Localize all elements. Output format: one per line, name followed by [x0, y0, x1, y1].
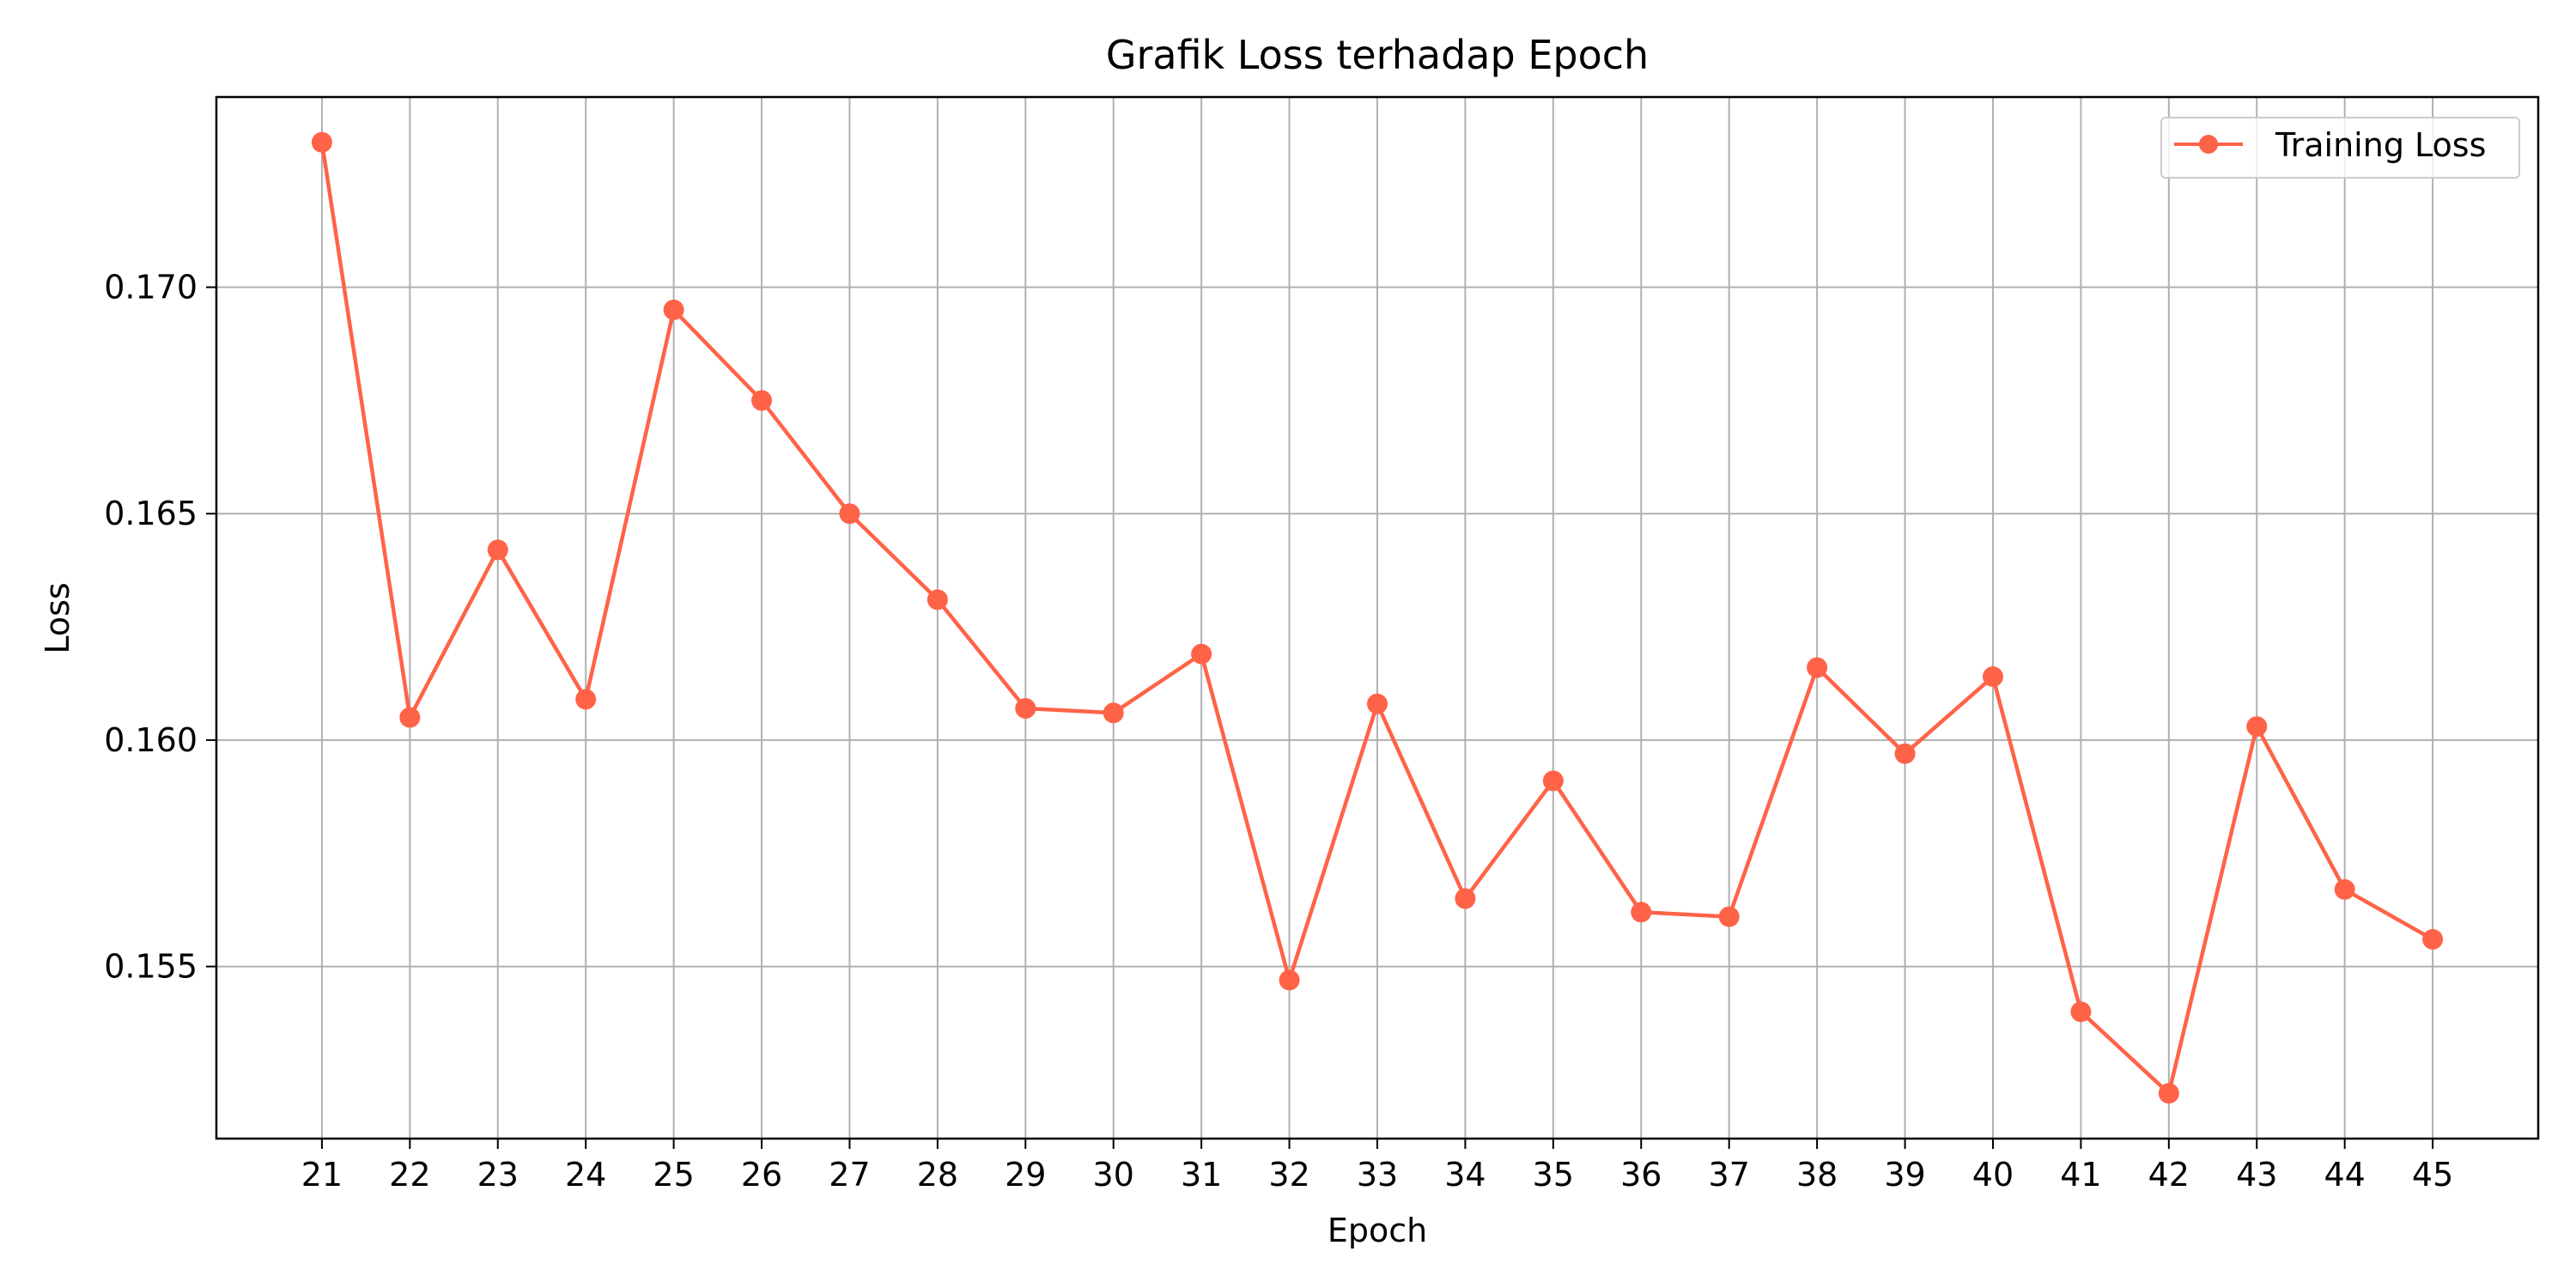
y-tick-label: 0.170: [104, 269, 197, 307]
x-tick-label: 24: [565, 1156, 606, 1194]
x-tick-label: 27: [829, 1156, 870, 1194]
chart-title: Grafik Loss terhadap Epoch: [1106, 32, 1649, 78]
data-point: [1718, 906, 1740, 927]
data-point: [2246, 716, 2268, 738]
x-tick-label: 21: [301, 1156, 343, 1194]
legend-box: [2160, 117, 2520, 179]
x-tick-label: 25: [653, 1156, 694, 1194]
legend: Training Loss: [2160, 117, 2520, 179]
data-point: [1807, 657, 1828, 678]
x-tick-label: 45: [2412, 1156, 2453, 1194]
data-point: [1894, 743, 1916, 764]
x-tick-label: 33: [1357, 1156, 1398, 1194]
axis-ticks: 21 22 23 24 25 26 27 28 29 30 31 32 33 34 35 36 37 38 39 40…: [104, 269, 2453, 1194]
data-point: [1455, 888, 1476, 909]
x-tick-label: 43: [2236, 1156, 2277, 1194]
x-tick-label: 26: [741, 1156, 782, 1194]
x-tick-label: 38: [1796, 1156, 1838, 1194]
x-tick-label: 39: [1884, 1156, 1925, 1194]
data-point: [1542, 770, 1564, 792]
x-tick-label: 32: [1268, 1156, 1309, 1194]
x-tick-label: 40: [1972, 1156, 2014, 1194]
data-point: [663, 299, 684, 320]
y-tick-label: 0.160: [104, 721, 197, 759]
legend-label: Training Loss: [2275, 126, 2486, 164]
legend-marker-sample: [2199, 135, 2218, 154]
y-axis-label: Loss: [39, 582, 76, 653]
data-point: [311, 131, 332, 153]
x-axis-label: Epoch: [1327, 1212, 1427, 1249]
data-point: [2422, 928, 2444, 950]
data-point: [575, 689, 597, 710]
x-tick-label: 44: [2324, 1156, 2365, 1194]
data-point: [2070, 1001, 2092, 1023]
data-point: [2158, 1083, 2179, 1104]
x-tick-label: 23: [477, 1156, 519, 1194]
data-point: [1015, 697, 1036, 719]
x-tick-label: 35: [1533, 1156, 1574, 1194]
x-tick-label: 41: [2060, 1156, 2101, 1194]
data-point: [1103, 702, 1124, 724]
data-point: [2334, 878, 2355, 900]
x-tick-label: 22: [389, 1156, 430, 1194]
x-tick-label: 28: [917, 1156, 958, 1194]
data-point: [1631, 902, 1652, 923]
x-tick-label: 36: [1620, 1156, 1662, 1194]
x-tick-label: 34: [1444, 1156, 1485, 1194]
data-point: [1279, 969, 1300, 991]
y-tick-label: 0.155: [104, 948, 197, 986]
x-tick-label: 29: [1005, 1156, 1046, 1194]
data-point: [927, 589, 948, 611]
data-point: [1982, 666, 2003, 688]
grid-lines: [216, 97, 2538, 1139]
data-point: [751, 390, 773, 411]
x-tick-label: 30: [1093, 1156, 1134, 1194]
line-series: [311, 131, 2444, 1104]
y-tick-label: 0.165: [104, 495, 197, 532]
x-tick-label: 37: [1709, 1156, 1750, 1194]
data-point: [839, 503, 860, 525]
x-tick-label: 31: [1181, 1156, 1222, 1194]
data-point: [1191, 643, 1212, 665]
data-point: [399, 707, 421, 728]
data-point: [1367, 693, 1388, 714]
x-tick-label: 42: [2148, 1156, 2190, 1194]
data-point: [487, 539, 508, 561]
